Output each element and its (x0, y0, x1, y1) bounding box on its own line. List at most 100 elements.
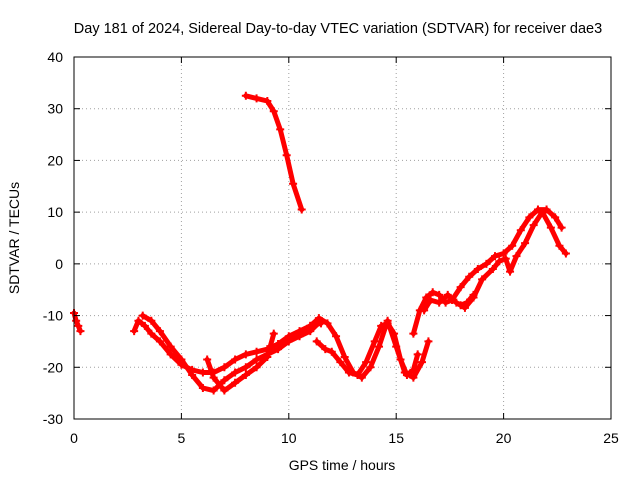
data-point (506, 267, 515, 276)
data-point (422, 293, 431, 302)
data-point (516, 226, 525, 235)
y-tick-label: -20 (43, 359, 63, 375)
data-point (473, 265, 482, 274)
data-point (297, 205, 306, 214)
data-point (252, 94, 261, 103)
data-point (269, 329, 278, 338)
data-point (452, 298, 461, 307)
data-point (147, 316, 156, 325)
data-point (252, 355, 261, 364)
y-tick-label: 20 (47, 152, 63, 168)
data-point (557, 223, 566, 232)
data-point (417, 358, 426, 367)
x-tick-label: 25 (603, 430, 619, 446)
axis-ticks (73, 56, 612, 420)
data-point (323, 319, 332, 328)
data-point (269, 107, 278, 116)
data-point (289, 179, 298, 188)
plot-frame (73, 56, 612, 420)
data-point (134, 316, 143, 325)
chart-title: Day 181 of 2024, Sidereal Day-to-day VTE… (74, 21, 602, 37)
data-point (551, 213, 560, 222)
series-line-segment-2 (131, 318, 324, 375)
data-point (435, 298, 444, 307)
data-point (241, 363, 250, 372)
data-point (521, 239, 530, 248)
data-point (495, 257, 504, 266)
y-tick-label: 40 (47, 49, 63, 65)
data-point (501, 254, 510, 263)
data-point (357, 373, 366, 382)
data-point (72, 316, 81, 325)
data-point (383, 316, 392, 325)
data-point (138, 311, 147, 320)
data-point (463, 298, 472, 307)
data-point (241, 371, 250, 380)
data-point (538, 208, 547, 217)
data-point (314, 314, 323, 323)
data-point (336, 358, 345, 367)
data-point (166, 342, 175, 351)
data-point (306, 321, 315, 330)
data-point (491, 252, 500, 261)
data-point (366, 363, 375, 372)
data-point (209, 386, 218, 395)
data-point (443, 290, 452, 299)
data-point (147, 329, 156, 338)
grid (74, 57, 611, 419)
data-point (274, 345, 283, 354)
data-point (465, 272, 474, 281)
data-point (312, 337, 321, 346)
data-point (241, 91, 250, 100)
data-point (220, 386, 229, 395)
data-point (542, 205, 551, 214)
data-point (155, 337, 164, 346)
data-point (130, 327, 139, 336)
x-tick-label: 20 (496, 430, 512, 446)
data-point (252, 347, 261, 356)
data-point (512, 252, 521, 261)
x-tick-label: 10 (281, 430, 297, 446)
data-point (321, 345, 330, 354)
data-point (263, 96, 272, 105)
data-point (220, 363, 229, 372)
data-point (263, 352, 272, 361)
x-tick-labels: 0 5 10 15 20 25 (70, 430, 619, 446)
data-point (295, 332, 304, 341)
data-point (241, 350, 250, 359)
data-point (166, 350, 175, 359)
data-point (177, 355, 186, 364)
data-point (561, 249, 570, 258)
data-point (529, 221, 538, 230)
data-point (140, 321, 149, 330)
x-axis-label: GPS time / hours (289, 457, 396, 473)
data-point (276, 125, 285, 134)
data-point (198, 368, 207, 377)
data-point (231, 378, 240, 387)
data-point (499, 249, 508, 258)
data-point (409, 329, 418, 338)
x-tick-label: 5 (178, 430, 186, 446)
data-point (546, 223, 555, 232)
series-line-segment-4 (204, 331, 277, 394)
data-point (555, 241, 564, 250)
y-tick-labels: -30 -20 -10 0 10 20 30 40 (43, 49, 63, 427)
data-point (155, 327, 164, 336)
y-tick-label: -30 (43, 411, 63, 427)
data-point (508, 241, 517, 250)
series-line-segment-1 (71, 310, 83, 334)
data-point (424, 337, 433, 346)
data-point (400, 368, 409, 377)
data-point (188, 371, 197, 380)
y-axis-label: SDTVAR / TECUs (6, 182, 22, 294)
data-point (409, 373, 418, 382)
data-point (375, 342, 384, 351)
data-point (284, 337, 293, 346)
data-point (362, 358, 371, 367)
data-point (231, 368, 240, 377)
data-point (488, 265, 497, 274)
y-tick-label: 0 (55, 256, 63, 272)
data-point (533, 205, 542, 214)
data-point (74, 321, 83, 330)
